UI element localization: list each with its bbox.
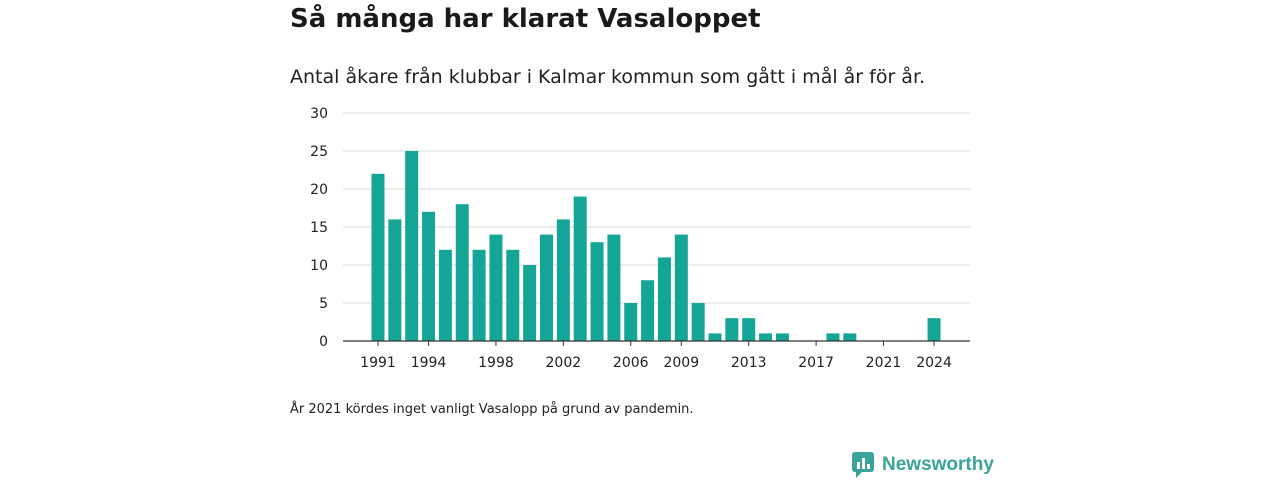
bar-1999: [506, 249, 520, 341]
bar-2008: [657, 257, 671, 341]
bar-2013: [742, 318, 756, 341]
bar-2003: [573, 196, 587, 341]
x-tick-label: 2024: [916, 355, 952, 371]
bar-1991: [371, 173, 385, 341]
x-tick-label: 2009: [663, 355, 699, 371]
grid-lines: [343, 112, 970, 304]
newsworthy-logo-icon: [852, 452, 874, 478]
x-tick-label: 1998: [478, 355, 514, 371]
bar-2012: [725, 318, 739, 341]
bar-2010: [691, 303, 705, 341]
bar-2011: [708, 333, 722, 341]
bar-2018: [826, 333, 840, 341]
x-tick-label: 2013: [731, 355, 767, 371]
footnote: År 2021 kördes inget vanligt Vasalopp på…: [290, 402, 694, 417]
bar-2024: [927, 318, 941, 341]
bar-2009: [674, 234, 688, 341]
y-tick-label: 25: [310, 144, 328, 160]
y-tick-label: 5: [319, 296, 328, 312]
bar-2014: [759, 333, 773, 341]
brand-logo: Newsworthy: [852, 452, 994, 478]
y-tick-label: 30: [310, 106, 328, 122]
x-tick-label: 2017: [798, 355, 834, 371]
bar-1993: [405, 151, 419, 341]
y-axis: 0 5 10 15 20 25 30: [310, 106, 328, 350]
chart-subtitle: Antal åkare från klubbar i Kalmar kommun…: [290, 66, 926, 88]
y-tick-label: 10: [310, 258, 328, 274]
bar-1998: [489, 234, 503, 341]
bar-1994: [422, 211, 436, 341]
bar-1995: [438, 249, 452, 341]
x-axis: 1991 1994 1998 2002 2006 2009 2013 2017 2021 2024: [343, 340, 970, 371]
x-tick-label: 1991: [360, 355, 396, 371]
x-tick-label: 2002: [546, 355, 582, 371]
x-tick-label: 1994: [411, 355, 447, 371]
bar-2006: [624, 303, 638, 341]
bar-2004: [590, 242, 604, 341]
bar-2002: [556, 219, 570, 341]
bar-chart: 0 5 10 15 20 25 30 1991 1994 1998 2002 2006 2009 201…: [310, 106, 970, 371]
bar-1992: [388, 219, 402, 341]
bar-2005: [607, 234, 621, 341]
y-tick-label: 20: [310, 182, 328, 198]
bar-2000: [523, 265, 537, 341]
x-tick-label: 2006: [613, 355, 649, 371]
y-tick-label: 15: [310, 220, 328, 236]
bar-2007: [641, 280, 655, 341]
bar-2015: [775, 333, 789, 341]
x-tick-label: 2021: [866, 355, 902, 371]
bar-1996: [455, 204, 469, 341]
y-tick-label: 0: [319, 334, 328, 350]
chart-title: Så många har klarat Vasaloppet: [290, 4, 761, 34]
bar-1997: [472, 249, 486, 341]
bar-2019: [843, 333, 857, 341]
bars: [371, 151, 941, 341]
bar-2001: [540, 234, 553, 341]
brand-name: Newsworthy: [882, 454, 994, 475]
